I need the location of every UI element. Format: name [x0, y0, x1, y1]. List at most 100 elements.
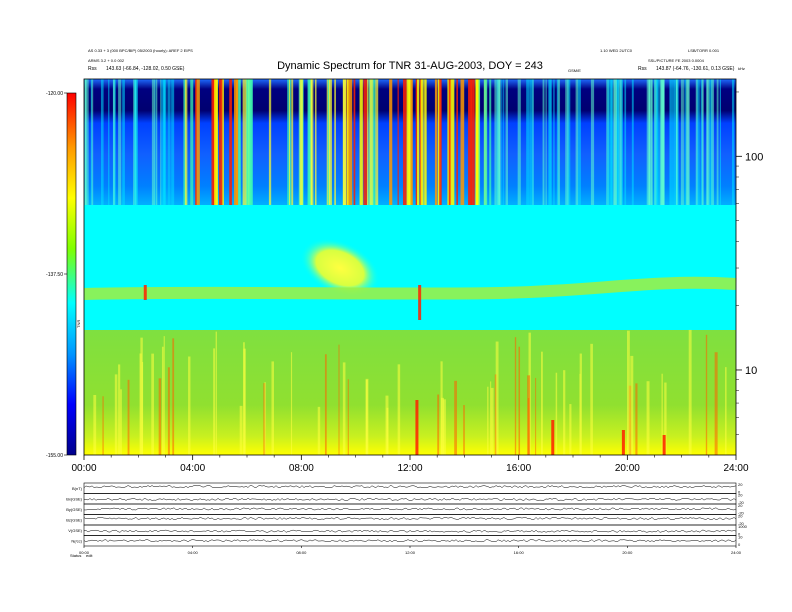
corner-unit: kHz: [738, 66, 745, 71]
spectrum-streak: [664, 382, 667, 455]
spectrum-streak: [706, 79, 710, 205]
spectrum-streak: [607, 79, 609, 205]
footer-edit: edit: [86, 553, 93, 558]
spectrum-streak: [167, 367, 170, 455]
spectrum-streak: [437, 394, 440, 455]
spectrum-streak: [565, 79, 569, 205]
sub-x-tick-label: 04:00: [188, 550, 199, 555]
spectrum-streak: [518, 346, 521, 455]
spectrum-streak: [505, 79, 508, 205]
middle-frequency-band: [84, 205, 736, 330]
spectrum-streak: [122, 79, 125, 205]
spectrum-streak: [535, 377, 537, 455]
header-right-rss: Rss: [638, 66, 647, 72]
spectrum-streak: [662, 435, 666, 455]
spectrum-streak: [473, 79, 475, 205]
parameter-trace: [83, 517, 737, 520]
header-left-rss: Rss: [88, 66, 97, 72]
spectrum-streak: [575, 79, 579, 205]
x-tick-label: 12:00: [397, 463, 422, 474]
spectrum-streak: [365, 378, 369, 455]
spectrum-streak: [406, 79, 410, 205]
y-tick-label: 100: [745, 151, 763, 163]
spectrum-streak: [454, 380, 457, 455]
spectrum-streak: [434, 79, 438, 205]
spectrum-streak: [556, 79, 559, 205]
parameter-panel-tick: 20: [738, 514, 743, 519]
spectrum-streak: [725, 367, 727, 455]
spectrum-streak: [161, 79, 165, 205]
spectrum-streak: [310, 79, 314, 205]
spectrum-streak: [608, 79, 613, 205]
parameter-trace: [83, 497, 737, 501]
parameter-panel-tick: -20: [738, 500, 745, 505]
spectrum-streak: [656, 79, 658, 205]
spectrum-streak: [140, 337, 143, 455]
spectrum-streak: [216, 79, 219, 205]
parameter-panels-x-axis: 00:00 04:00 08:00 12:00 16:00 20:00 24:00: [79, 546, 742, 555]
spectrum-streak: [555, 372, 558, 455]
parameter-trace: [83, 529, 737, 533]
spectrum-streak: [711, 79, 715, 205]
parameter-panel-label: Bz(GSE): [66, 517, 82, 522]
spectrum-streak: [386, 407, 389, 455]
x-tick-label: 16:00: [506, 463, 531, 474]
spectrum-streak: [654, 79, 657, 205]
y-tick-label: 10: [745, 365, 757, 377]
spectrum-streak: [408, 79, 412, 205]
spectrum-streak: [163, 336, 165, 455]
spectrum-streak: [649, 79, 651, 205]
spectrogram-plot: [83, 78, 737, 456]
spectrum-streak: [696, 79, 700, 205]
spectrum-streak: [213, 348, 216, 455]
spectrum-streak: [579, 373, 581, 455]
spectrum-streak: [263, 383, 266, 455]
spectrum-streak: [366, 79, 369, 205]
spectrum-streak: [686, 79, 690, 205]
spectrum-streak: [526, 79, 530, 205]
spectrum-streak: [503, 79, 505, 205]
spectrum-streak: [171, 79, 175, 205]
spectrum-streak: [460, 79, 465, 205]
spectrum-streak: [369, 79, 374, 205]
spectrum-streak: [188, 356, 191, 455]
header-right-position: 143.87 (-64.76, -130.61, 0.13 GSE): [656, 66, 735, 72]
spectrum-streak: [190, 79, 194, 205]
spectrum-streak: [127, 379, 130, 455]
spectrum-streak: [563, 370, 566, 455]
spectrum-streak: [613, 79, 617, 205]
spectrum-streak: [624, 79, 627, 205]
spectrum-streak: [307, 79, 311, 205]
x-axis: 00:00 04:00 08:00 12:00 16:00 20:00 24:00: [71, 455, 749, 474]
spectrum-streak: [648, 79, 650, 205]
plasma-line-band: [83, 276, 737, 300]
spectrum-streak: [418, 285, 422, 320]
header-left-line2: ARMS 3.2 + 0.0 002: [88, 58, 125, 63]
spectrum-streak: [483, 79, 488, 205]
spectrum-streak: [120, 389, 122, 455]
spectrum-streak: [372, 79, 376, 205]
spectrum-streak: [158, 378, 162, 455]
spectrum-streak: [553, 79, 555, 205]
parameter-panel-label: Bx(GSE): [66, 496, 82, 501]
spectrum-streak: [397, 79, 399, 205]
parameter-panels: B(nT)200Bx(GSE)20-20By(GSE)20-20Bz(GSE)2…: [66, 482, 747, 547]
parameter-panel-label: By(GSE): [66, 507, 82, 512]
spectrum-streak: [264, 382, 266, 455]
spectrum-streak: [532, 79, 534, 205]
spectrum-streak: [630, 355, 634, 455]
parameter-panel-tick: -20: [738, 511, 745, 516]
spectrum-streak: [114, 374, 118, 455]
spectrum-streak: [548, 79, 552, 205]
spectrum-streak: [299, 79, 303, 205]
spectrum-streak: [470, 79, 475, 205]
spectrum-streak: [118, 79, 122, 205]
x-tick-label: 08:00: [289, 463, 314, 474]
spectrum-streak: [184, 79, 188, 205]
spectrum-streak: [635, 383, 638, 455]
spectrum-streak: [542, 79, 545, 205]
y-axis: 100 10: [736, 91, 763, 435]
spectrum-streak: [242, 79, 247, 205]
spectrum-streak: [195, 79, 198, 205]
spectrum-streak: [448, 79, 451, 205]
